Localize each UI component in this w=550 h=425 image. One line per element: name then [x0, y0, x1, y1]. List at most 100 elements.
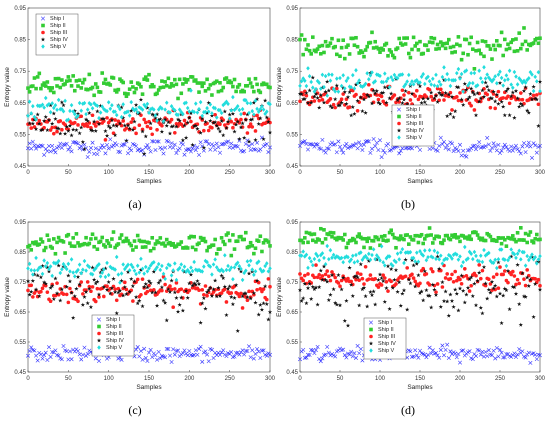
data-point	[325, 269, 330, 273]
data-point-stroke-b	[517, 347, 522, 352]
data-point	[121, 102, 125, 107]
data-point	[358, 143, 363, 148]
data-point	[456, 352, 461, 357]
data-point	[336, 89, 341, 94]
data-point	[130, 283, 136, 288]
data-point	[67, 123, 73, 128]
data-point	[514, 255, 518, 261]
data-point	[368, 273, 373, 277]
data-point	[512, 284, 517, 290]
data-point	[54, 291, 60, 296]
data-point	[496, 257, 501, 262]
data-point	[502, 112, 507, 118]
data-point	[363, 48, 368, 52]
data-point	[37, 118, 42, 123]
data-point	[453, 287, 458, 292]
data-point	[216, 126, 221, 131]
data-point-stroke-b	[25, 146, 31, 151]
data-point	[361, 142, 367, 147]
data-point	[435, 282, 440, 286]
data-point	[240, 121, 245, 126]
data-point	[504, 47, 509, 52]
data-point	[158, 267, 163, 273]
legend-entry: Ship V	[106, 345, 123, 351]
data-point-stroke-b	[243, 141, 248, 147]
data-point	[214, 123, 219, 128]
data-point	[417, 147, 423, 152]
data-point	[379, 283, 384, 287]
data-point	[449, 298, 455, 303]
data-point	[477, 263, 482, 267]
data-point	[347, 89, 352, 95]
data-point	[303, 273, 307, 278]
data-point	[85, 280, 90, 284]
data-point	[221, 85, 226, 90]
panel-label: (d)	[401, 403, 415, 417]
data-point	[520, 349, 525, 354]
legend-marker	[369, 348, 373, 353]
data-point	[191, 281, 197, 286]
data-point	[129, 276, 134, 281]
data-point	[79, 357, 84, 362]
data-point-stroke-b	[46, 345, 51, 350]
data-point	[152, 260, 156, 265]
data-point-stroke-b	[192, 143, 197, 148]
data-point	[146, 146, 152, 151]
data-point-stroke-b	[234, 143, 239, 149]
data-point	[478, 352, 483, 357]
data-point	[536, 277, 541, 282]
data-point	[445, 113, 450, 118]
data-point-stroke-b	[134, 347, 139, 352]
data-point	[55, 260, 59, 266]
data-point	[431, 269, 435, 274]
data-point	[48, 285, 53, 290]
data-point	[124, 109, 129, 115]
data-point	[433, 292, 439, 297]
data-point	[333, 142, 338, 147]
data-point	[416, 48, 421, 52]
data-point	[106, 272, 111, 278]
data-point	[100, 104, 105, 109]
data-point	[379, 155, 384, 160]
data-point	[447, 37, 451, 42]
data-point	[485, 135, 490, 140]
data-point	[336, 281, 341, 285]
data-point	[108, 83, 113, 87]
data-point	[153, 115, 158, 121]
data-point-stroke-b	[79, 357, 84, 362]
data-point-stroke-b	[56, 353, 61, 358]
data-point	[437, 90, 442, 95]
data-point	[483, 39, 488, 44]
data-point	[531, 88, 536, 94]
data-point	[389, 279, 394, 284]
data-point	[377, 138, 383, 143]
data-point	[464, 37, 469, 42]
data-point	[121, 293, 126, 298]
data-point	[50, 350, 55, 355]
data-point	[521, 88, 527, 93]
y-axis-label: Entropy value	[276, 67, 283, 107]
data-point-stroke-b	[27, 349, 32, 354]
data-point-stroke-b	[382, 150, 387, 155]
data-point	[58, 298, 63, 303]
data-point	[534, 150, 539, 155]
panel-label: (b)	[401, 197, 415, 211]
data-point	[512, 274, 517, 278]
data-point	[443, 77, 448, 83]
data-point	[326, 88, 331, 93]
data-point	[106, 279, 111, 284]
data-point	[155, 357, 160, 362]
data-point	[302, 281, 307, 286]
data-point-stroke-b	[488, 352, 493, 357]
data-point	[373, 39, 377, 44]
data-point-stroke-b	[342, 144, 347, 149]
data-point-stroke-b	[182, 152, 187, 157]
data-point	[35, 273, 40, 278]
data-point	[187, 87, 192, 92]
data-point-stroke-b	[79, 144, 84, 149]
series-ship-v	[298, 243, 542, 271]
data-point	[240, 277, 245, 283]
data-point	[156, 261, 161, 267]
data-point	[440, 74, 445, 80]
data-point	[474, 48, 478, 53]
